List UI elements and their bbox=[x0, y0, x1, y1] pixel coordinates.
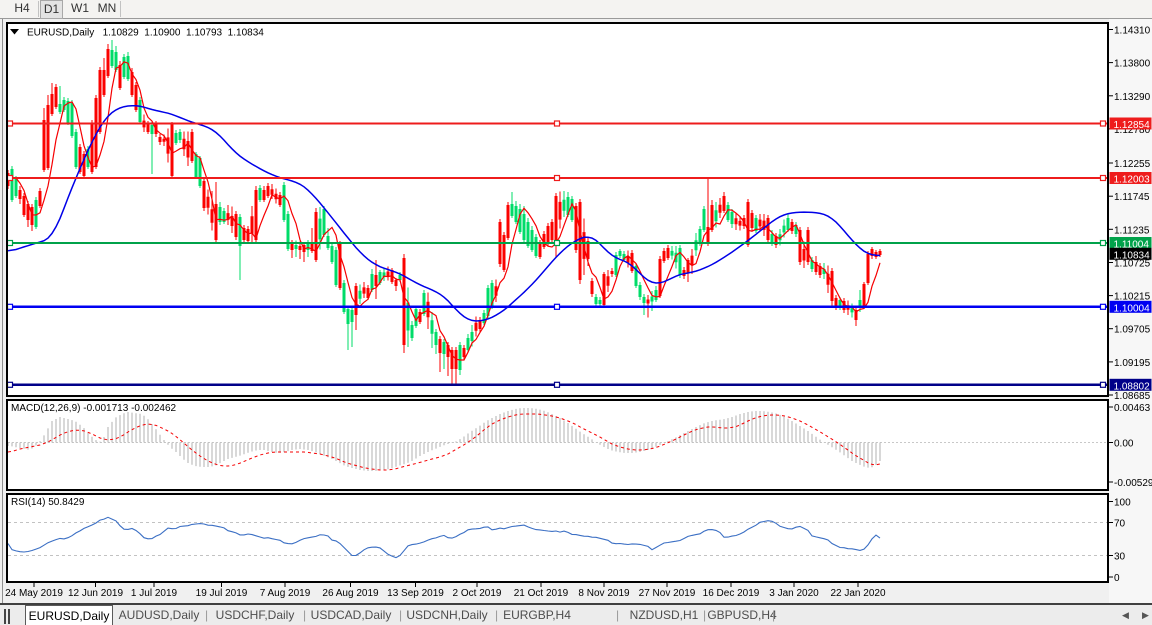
svg-text:27 Nov 2019: 27 Nov 2019 bbox=[639, 588, 696, 599]
svg-text:24 May 2019: 24 May 2019 bbox=[5, 588, 63, 599]
svg-text:1.08802: 1.08802 bbox=[1114, 381, 1151, 392]
svg-text:19 Jul 2019: 19 Jul 2019 bbox=[196, 588, 248, 599]
svg-text:1.14310: 1.14310 bbox=[1114, 26, 1151, 37]
svg-text:13 Sep 2019: 13 Sep 2019 bbox=[387, 588, 444, 599]
svg-text:1.12255: 1.12255 bbox=[1114, 159, 1151, 170]
svg-text:0: 0 bbox=[1114, 573, 1120, 584]
svg-text:26 Aug 2019: 26 Aug 2019 bbox=[322, 588, 379, 599]
svg-text:-0.005299: -0.005299 bbox=[1114, 478, 1152, 489]
svg-text:1.10215: 1.10215 bbox=[1114, 292, 1151, 303]
svg-text:2 Oct 2019: 2 Oct 2019 bbox=[453, 588, 502, 599]
svg-text:1 Jul 2019: 1 Jul 2019 bbox=[131, 588, 178, 599]
svg-text:30: 30 bbox=[1114, 552, 1126, 563]
svg-text:16 Dec 2019: 16 Dec 2019 bbox=[703, 588, 760, 599]
svg-text:1.11235: 1.11235 bbox=[1114, 225, 1150, 236]
svg-text:RSI(14) 50.8429: RSI(14) 50.8429 bbox=[11, 497, 85, 508]
svg-text:0.00463: 0.00463 bbox=[1114, 403, 1151, 414]
svg-text:22 Jan 2020: 22 Jan 2020 bbox=[830, 588, 885, 599]
svg-text:1.11745: 1.11745 bbox=[1114, 192, 1150, 203]
svg-text:7 Aug 2019: 7 Aug 2019 bbox=[260, 588, 311, 599]
svg-text:1.10834: 1.10834 bbox=[1114, 250, 1151, 261]
svg-text:MACD(12,26,9) -0.001713 -0.002: MACD(12,26,9) -0.001713 -0.002462 bbox=[11, 403, 177, 414]
svg-text:1.10725: 1.10725 bbox=[1114, 259, 1151, 270]
svg-text:8 Nov 2019: 8 Nov 2019 bbox=[578, 588, 630, 599]
svg-text:70: 70 bbox=[1114, 519, 1126, 530]
svg-text:1.11004: 1.11004 bbox=[1114, 240, 1150, 251]
svg-text:1.13290: 1.13290 bbox=[1114, 92, 1151, 103]
svg-text:0.00: 0.00 bbox=[1114, 439, 1134, 450]
svg-text:100: 100 bbox=[1114, 498, 1131, 509]
svg-text:1.12780: 1.12780 bbox=[1114, 125, 1151, 136]
svg-text:1.08685: 1.08685 bbox=[1114, 391, 1151, 402]
svg-text:1.12003: 1.12003 bbox=[1114, 175, 1151, 186]
svg-text:12 Jun 2019: 12 Jun 2019 bbox=[68, 588, 123, 599]
svg-text:21 Oct 2019: 21 Oct 2019 bbox=[514, 588, 569, 599]
svg-text:1.10004: 1.10004 bbox=[1114, 303, 1151, 314]
svg-text:3 Jan 2020: 3 Jan 2020 bbox=[769, 588, 819, 599]
svg-text:1.13800: 1.13800 bbox=[1114, 59, 1151, 70]
svg-text:1.12854: 1.12854 bbox=[1114, 120, 1151, 131]
svg-text:1.09705: 1.09705 bbox=[1114, 325, 1151, 336]
svg-text:EURUSD,Daily 1.10829 1.1090: EURUSD,Daily 1.10829 1.10900 1.10793 1.1… bbox=[27, 28, 264, 39]
svg-text:1.09195: 1.09195 bbox=[1114, 358, 1151, 369]
